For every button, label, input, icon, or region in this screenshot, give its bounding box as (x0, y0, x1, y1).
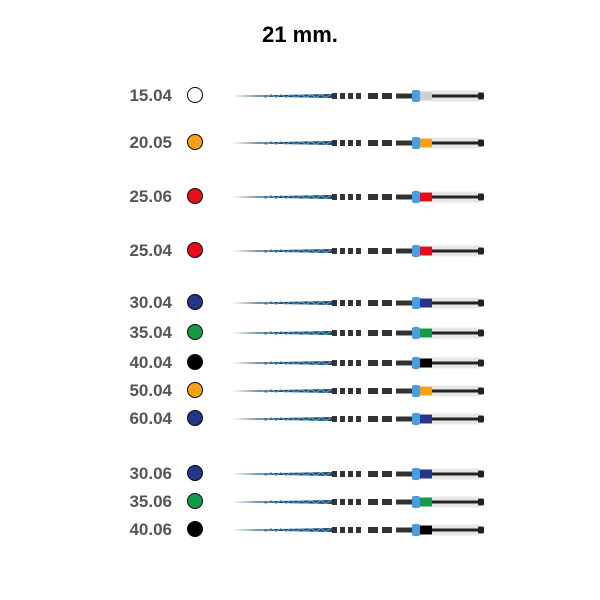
file-row: 40.06 (0, 520, 600, 540)
file-image (232, 413, 484, 425)
file-row: 35.04 (0, 323, 600, 343)
file-image (232, 496, 484, 508)
color-code-dot (187, 521, 203, 537)
file-row: 50.04 (0, 381, 600, 401)
file-image (232, 137, 484, 149)
file-row: 30.04 (0, 293, 600, 313)
file-image (232, 468, 484, 480)
length-title: 21 mm. (262, 22, 338, 47)
file-size-label: 35.06 (129, 492, 172, 511)
file-size-label: 60.04 (129, 409, 172, 428)
color-code-dot (187, 382, 203, 398)
color-code-dot (187, 324, 203, 340)
file-image (232, 297, 484, 309)
file-size-label: 25.06 (129, 187, 172, 206)
file-row: 25.04 (0, 241, 600, 261)
file-row: 60.04 (0, 409, 600, 429)
color-code-dot (187, 354, 203, 370)
file-size-label: 40.06 (129, 520, 172, 539)
file-size-label: 15.04 (129, 86, 172, 105)
file-row: 25.06 (0, 187, 600, 207)
color-code-dot (187, 410, 203, 426)
file-image (232, 245, 484, 257)
file-image (232, 357, 484, 369)
color-code-dot (187, 134, 203, 150)
file-image (232, 191, 484, 203)
file-image (232, 327, 484, 339)
file-size-label: 30.04 (129, 293, 172, 312)
file-image (232, 385, 484, 397)
file-row: 15.04 (0, 86, 600, 106)
color-code-dot (187, 87, 203, 103)
file-row: 35.06 (0, 492, 600, 512)
color-code-dot (187, 465, 203, 481)
file-size-label: 30.06 (129, 464, 172, 483)
color-code-dot (187, 294, 203, 310)
file-row: 40.04 (0, 353, 600, 373)
file-image (232, 90, 484, 102)
file-size-label: 20.05 (129, 133, 172, 152)
file-row: 20.05 (0, 133, 600, 153)
file-size-label: 25.04 (129, 241, 172, 260)
color-code-dot (187, 493, 203, 509)
file-size-label: 50.04 (129, 381, 172, 400)
file-row: 30.06 (0, 464, 600, 484)
file-image (232, 524, 484, 536)
file-size-label: 40.04 (129, 353, 172, 372)
color-code-dot (187, 188, 203, 204)
file-size-label: 35.04 (129, 323, 172, 342)
color-code-dot (187, 242, 203, 258)
